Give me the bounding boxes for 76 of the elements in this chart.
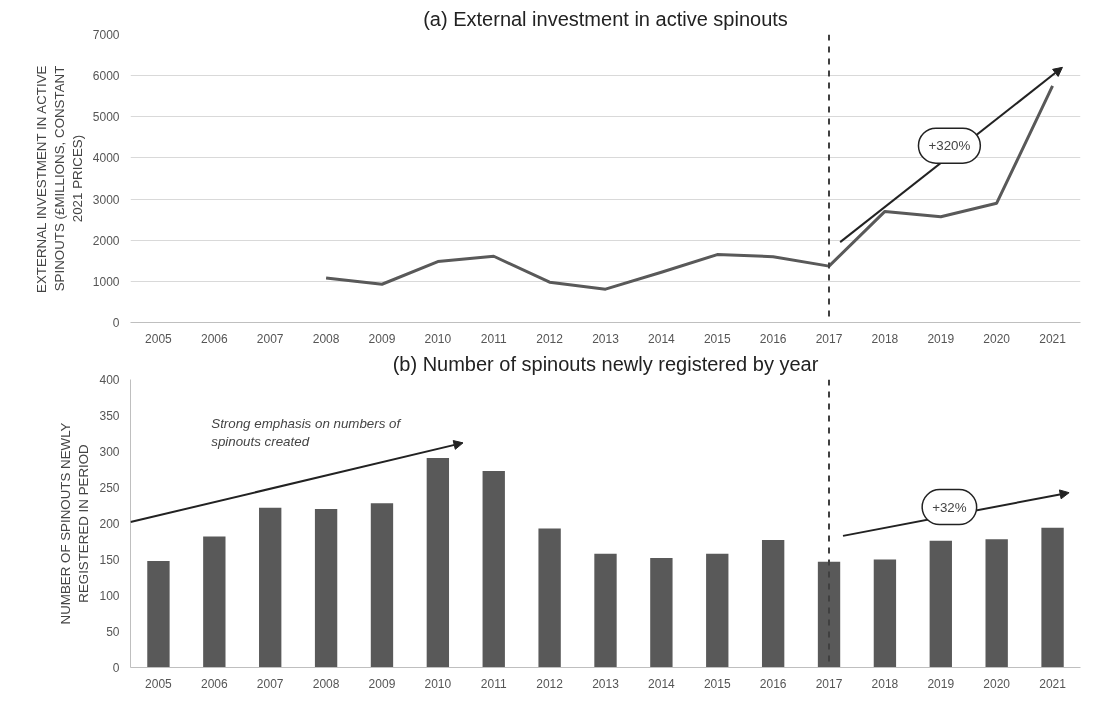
y-tick-label: 350 — [99, 409, 120, 423]
bar — [1041, 527, 1064, 668]
bar — [147, 560, 170, 668]
y-tick-label: 4000 — [92, 151, 120, 166]
x-tick-label: 2013 — [592, 331, 620, 346]
x-tick-label: 2016 — [759, 331, 787, 346]
x-tick-label: 2019 — [927, 331, 955, 346]
y-tick-label: 5000 — [92, 110, 120, 125]
x-tick-label: 2005 — [145, 676, 173, 691]
x-tick-label: 2020 — [983, 331, 1011, 346]
bar — [594, 553, 617, 668]
x-tick-label: 2015 — [703, 331, 731, 346]
y-tick-label: 150 — [99, 553, 120, 567]
x-tick-label: 2021 — [1039, 676, 1067, 691]
x-tick-label: 2009 — [368, 331, 396, 346]
x-tick-label: 2007 — [256, 331, 284, 346]
bar — [706, 553, 729, 668]
x-tick-label: 2008 — [312, 331, 340, 346]
y-tick-label: 1000 — [92, 274, 120, 289]
chart-title: (b) Number of spinouts newly registered by year — [392, 352, 819, 375]
x-tick-label: 2011 — [480, 676, 507, 691]
x-tick-label: 2020 — [983, 676, 1011, 691]
annotation: +32% — [932, 499, 967, 515]
x-tick-label: 2017 — [815, 676, 843, 691]
x-tick-label: 2018 — [871, 676, 899, 691]
x-tick-label: 2006 — [200, 331, 228, 346]
annotation: +320% — [928, 138, 971, 154]
bar — [370, 503, 394, 668]
y-tick-label: 250 — [99, 481, 120, 495]
x-tick-label: 2015 — [703, 676, 731, 691]
bar — [426, 457, 450, 668]
x-tick-label: 2018 — [871, 331, 899, 346]
annotation: Strong emphasis on numbers of spinouts created — [211, 415, 402, 449]
y-tick-label: 400 — [99, 373, 120, 387]
x-tick-label: 2019 — [927, 676, 955, 691]
x-tick-label: 2012 — [536, 331, 564, 346]
bar — [761, 540, 785, 668]
y-axis-title: EXTERNAL INVESTMENT IN ACTIVE SPINOUTS (£MILLIONS, CONSTANT 2021 PRICES) — [33, 65, 85, 293]
x-tick-label: 2014 — [648, 676, 676, 691]
y-axis-title: NUMBER OF SPINOUTS NEWLY REGISTERED IN PERIOD — [58, 422, 92, 625]
chart-title: (a) External investment in active spinouts — [423, 7, 788, 30]
x-tick-label: 2009 — [368, 676, 396, 691]
y-tick-label: 0 — [112, 661, 120, 675]
x-tick-label: 2007 — [256, 676, 284, 691]
x-tick-label: 2010 — [424, 676, 452, 691]
bar — [929, 540, 952, 668]
x-tick-label: 2021 — [1039, 331, 1067, 346]
x-tick-label: 2011 — [480, 331, 507, 346]
y-tick-label: 2000 — [92, 233, 120, 248]
y-tick-label: 0 — [112, 316, 120, 330]
y-tick-label: 300 — [99, 445, 120, 459]
x-tick-label: 2010 — [424, 331, 452, 346]
bar — [538, 528, 561, 668]
line-series — [324, 84, 1055, 291]
bar — [314, 509, 338, 668]
bar — [817, 561, 841, 668]
y-tick-label: 50 — [106, 625, 120, 639]
y-tick-label: 200 — [99, 517, 120, 531]
x-tick-label: 2013 — [592, 676, 620, 691]
bar — [650, 558, 673, 668]
y-tick-label: 3000 — [92, 192, 120, 207]
y-tick-label: 6000 — [92, 69, 120, 84]
x-tick-label: 2014 — [648, 331, 676, 346]
bar — [873, 559, 897, 668]
y-tick-label: 7000 — [92, 28, 120, 42]
x-tick-label: 2008 — [312, 676, 340, 691]
bar — [259, 507, 282, 668]
x-tick-label: 2016 — [759, 676, 787, 691]
x-tick-label: 2017 — [815, 331, 843, 346]
bar — [985, 539, 1008, 668]
y-tick-label: 100 — [99, 589, 120, 603]
x-tick-label: 2006 — [200, 676, 228, 691]
bar — [203, 536, 226, 668]
x-tick-label: 2005 — [145, 331, 173, 346]
x-tick-label: 2012 — [536, 676, 564, 691]
bar — [482, 470, 505, 668]
